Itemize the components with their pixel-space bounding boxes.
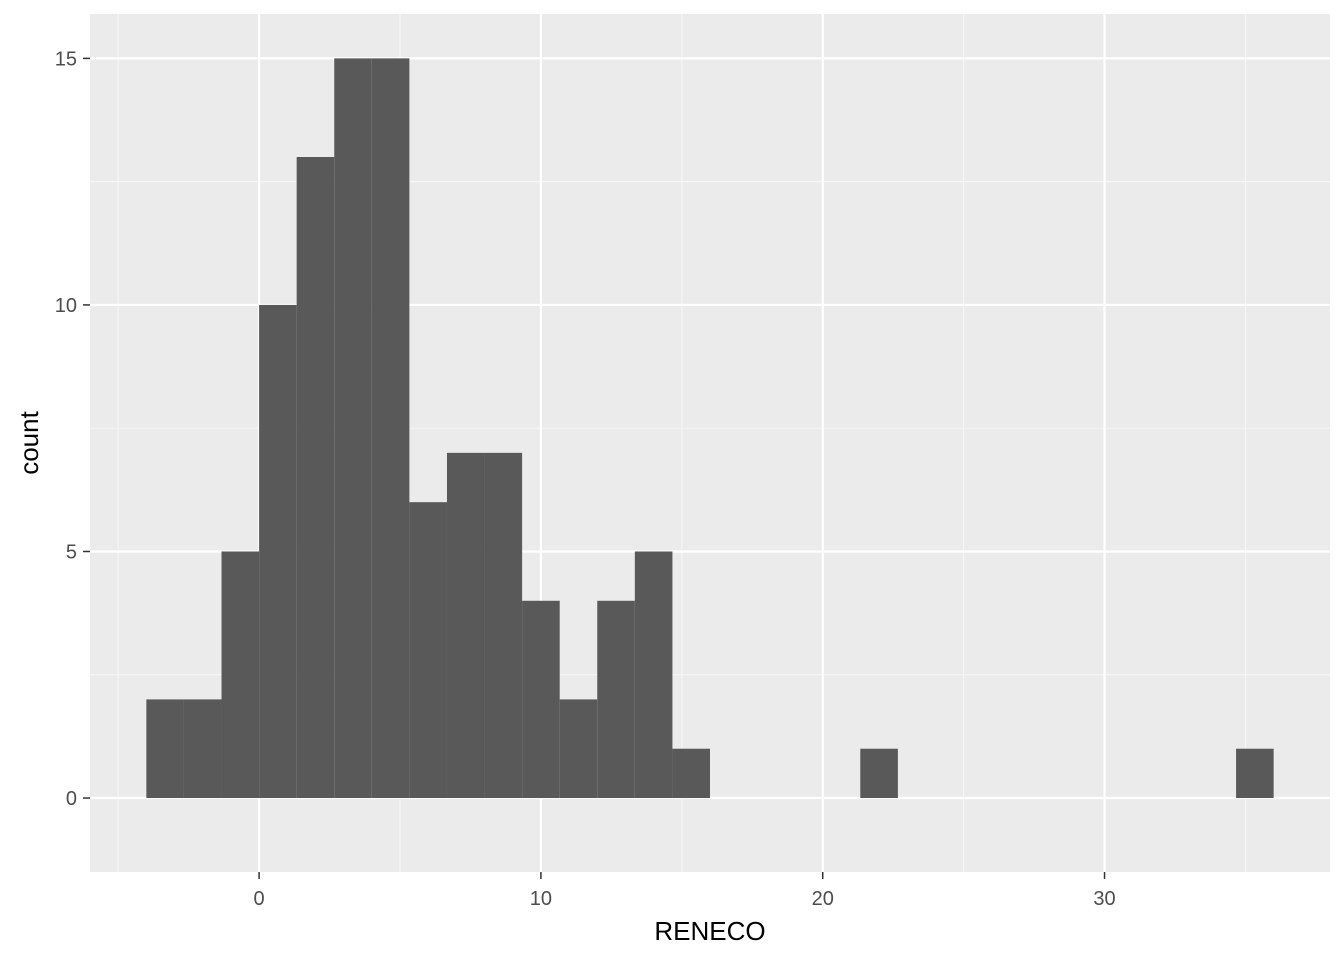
histogram-bar [259,304,297,799]
histogram-bar [146,699,184,799]
histogram-bar [634,551,673,799]
histogram-bars [146,58,1274,799]
x-axis-title: RENECO [654,916,765,946]
y-tick-label: 0 [66,788,77,810]
y-axis: 0 5 10 15 [55,48,90,810]
histogram-bar [221,551,260,799]
x-tick-label: 10 [530,888,552,910]
histogram-bar [522,600,560,799]
y-tick-label: 5 [66,541,77,563]
histogram-bar [409,502,447,799]
histogram-bar [446,452,485,799]
y-axis-title: count [14,410,44,474]
histogram-bar [559,699,598,799]
y-tick-label: 15 [55,48,77,70]
histogram-bar [334,58,372,799]
histogram-bar [1236,748,1274,799]
x-tick-label: 0 [254,888,265,910]
histogram-bar [860,748,898,799]
y-tick-label: 10 [55,295,77,317]
x-tick-label: 30 [1093,888,1115,910]
histogram-bar [296,157,335,799]
histogram-bar [672,748,710,799]
x-axis: 0 10 20 30 [254,872,1116,910]
histogram-bar [371,58,410,799]
x-tick-label: 20 [812,888,834,910]
histogram-bar [183,699,222,799]
histogram-bar [484,452,523,799]
histogram-bar [597,600,635,799]
